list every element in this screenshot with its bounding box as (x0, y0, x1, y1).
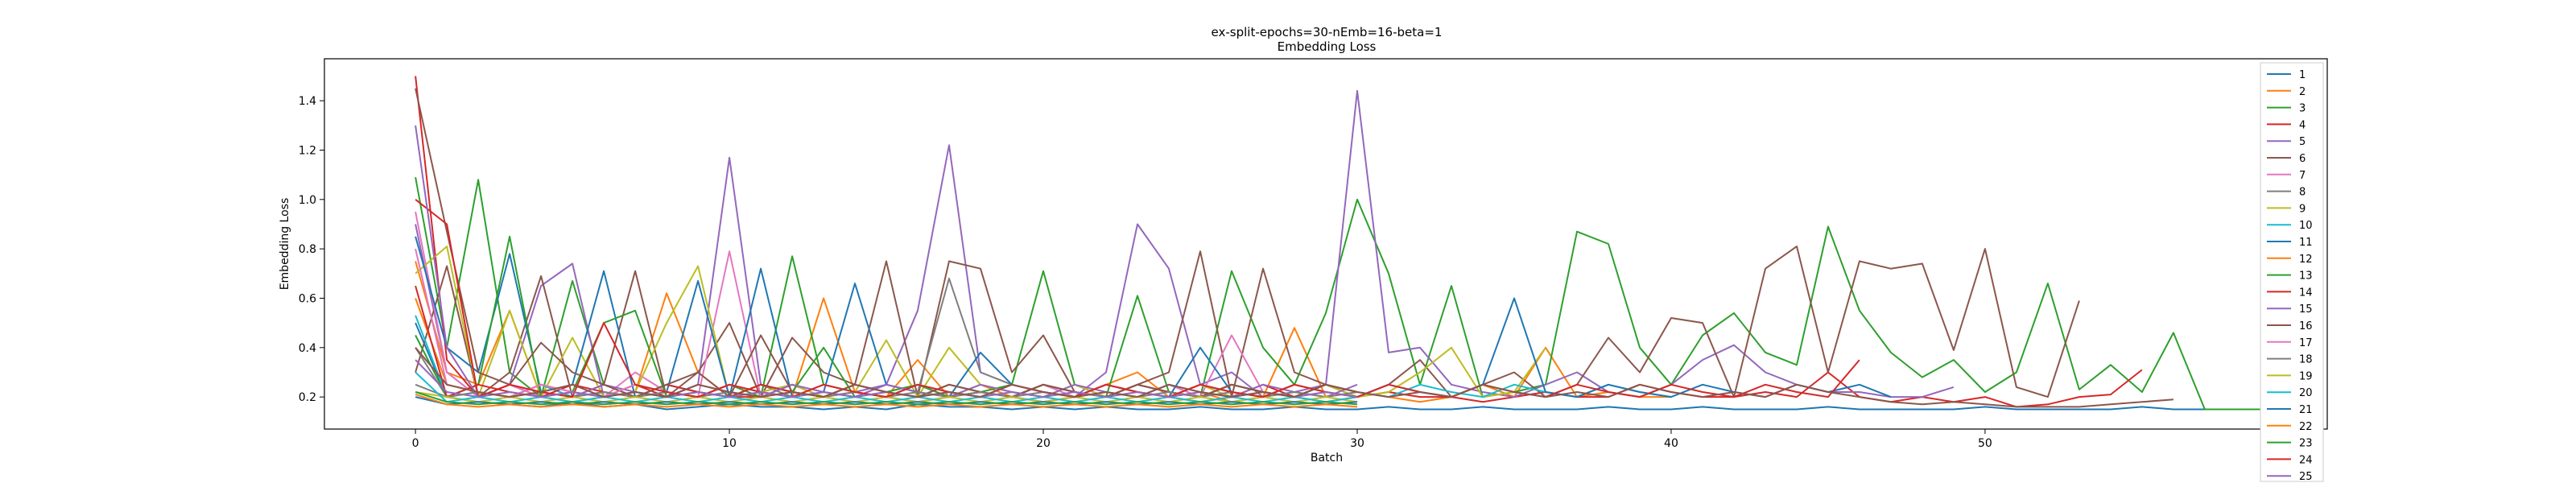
series-line-5 (415, 89, 1955, 398)
x-tick-label: 40 (1664, 437, 1678, 450)
legend-label: 17 (2299, 337, 2313, 349)
x-axis: 0 10 20 30 40 50 (412, 429, 1992, 450)
series-line-16 (415, 88, 1358, 398)
y-tick-label: 1.4 (299, 95, 316, 108)
x-tick-label: 10 (722, 437, 737, 450)
legend-label: 16 (2299, 320, 2313, 332)
legend-label: 1 (2299, 69, 2306, 81)
legend-label: 15 (2299, 303, 2313, 316)
legend-label: 23 (2299, 438, 2313, 450)
y-axis: 0.2 0.4 0.6 0.8 1.0 1.2 1.4 (299, 95, 324, 404)
legend: 1234567891011121314151617181920212223242… (2260, 62, 2324, 483)
x-tick-label: 30 (1350, 437, 1364, 450)
legend-label: 12 (2299, 254, 2313, 266)
legend-label: 8 (2299, 187, 2306, 199)
legend-label: 6 (2299, 153, 2306, 165)
series-line-23 (415, 391, 1358, 406)
legend-label: 5 (2299, 136, 2306, 148)
y-tick-label: 0.8 (299, 243, 316, 256)
x-tick-label: 0 (412, 437, 419, 450)
legend-label: 14 (2299, 287, 2313, 299)
series-line-26 (415, 347, 2174, 408)
series-line-3 (415, 177, 2299, 411)
legend-label: 4 (2299, 119, 2306, 131)
series-line-22 (415, 394, 1358, 408)
y-axis-label: Embedding Loss (279, 198, 291, 291)
series-line-4 (415, 76, 2143, 408)
series-layer (415, 76, 2299, 411)
legend-label: 24 (2299, 454, 2313, 466)
legend-label: 19 (2299, 370, 2313, 382)
legend-label: 11 (2299, 237, 2313, 249)
x-tick-label: 20 (1036, 437, 1051, 450)
legend-label: 10 (2299, 220, 2313, 232)
legend-label: 21 (2299, 404, 2313, 416)
legend-label: 22 (2299, 421, 2313, 433)
legend-label: 2 (2299, 86, 2306, 98)
y-tick-label: 0.4 (299, 342, 316, 355)
y-tick-label: 1.0 (299, 194, 316, 207)
y-tick-label: 0.6 (299, 292, 316, 305)
legend-label: 20 (2299, 387, 2313, 399)
legend-label: 25 (2299, 471, 2313, 483)
x-tick-label: 50 (1978, 437, 1992, 450)
legend-label: 7 (2299, 170, 2306, 182)
legend-label: 3 (2299, 103, 2306, 115)
chart-subtitle: Embedding Loss (1278, 39, 1377, 54)
legend-box (2260, 62, 2324, 482)
y-tick-label: 0.2 (299, 391, 316, 404)
x-axis-label: Batch (1311, 452, 1343, 464)
series-line-6 (415, 246, 2080, 398)
series-line-2 (415, 261, 1671, 403)
legend-label: 9 (2299, 203, 2306, 215)
chart-title: ex-split-epochs=30-nEmb=16-beta=1 (1212, 25, 1443, 39)
y-tick-label: 1.2 (299, 144, 316, 157)
plot-frame (324, 58, 2328, 430)
legend-label: 18 (2299, 354, 2313, 366)
legend-label: 13 (2299, 270, 2313, 283)
